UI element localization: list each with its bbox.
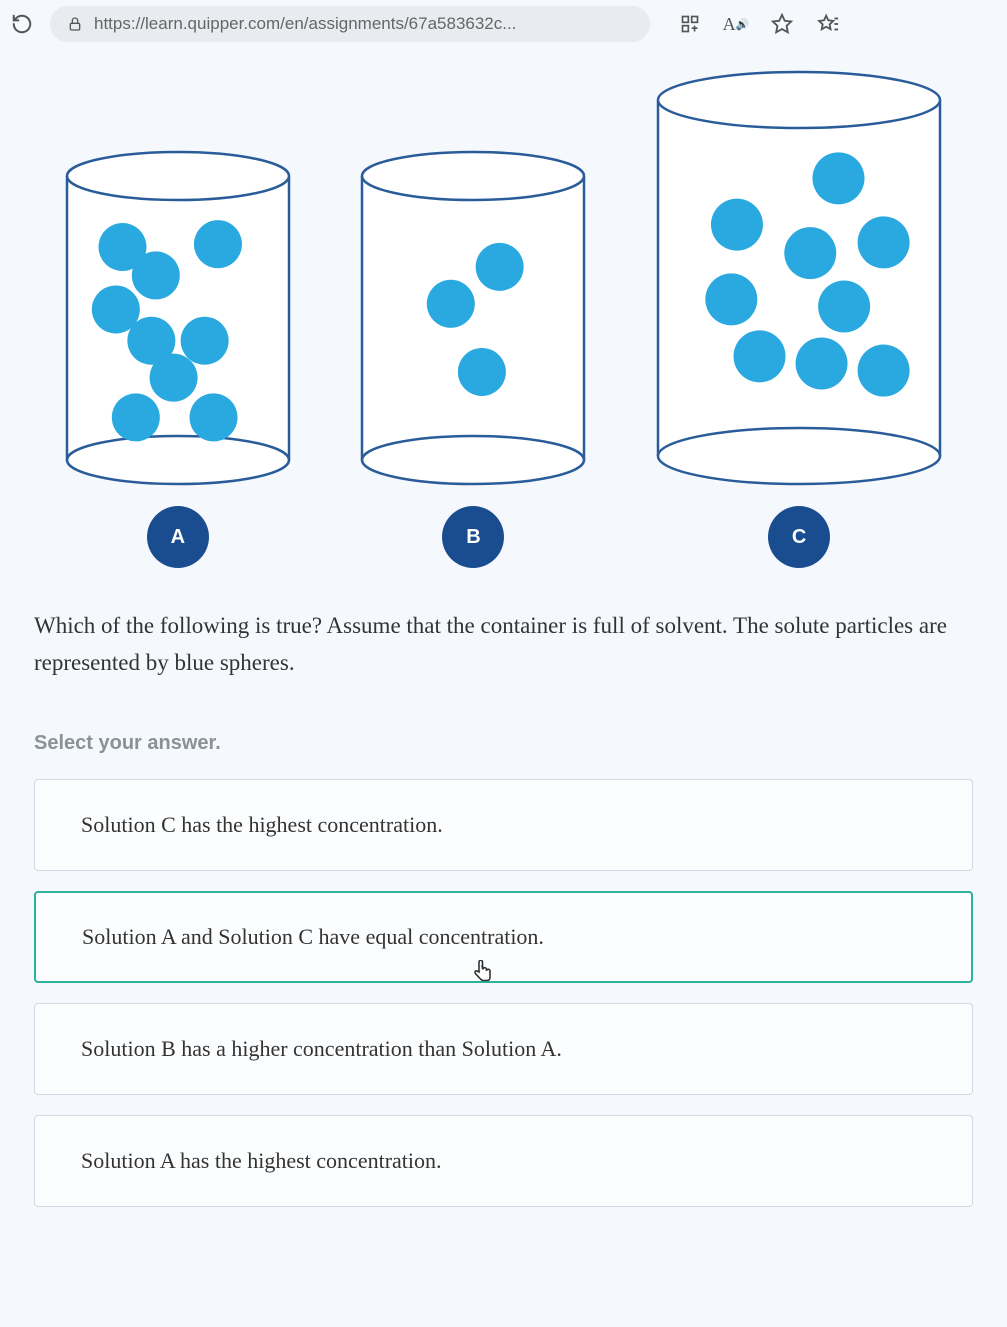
collections-icon[interactable] — [814, 10, 842, 38]
answer-option-text: Solution B has a higher concentration th… — [81, 1036, 562, 1062]
particle — [189, 393, 237, 441]
favorite-star-icon[interactable] — [768, 10, 796, 38]
page-content: A B C Which of the following is true? Assu… — [0, 48, 1007, 1207]
answers-list: Solution C has the highest concentration… — [30, 779, 977, 1207]
beaker-b — [358, 148, 588, 488]
beaker-c — [654, 68, 944, 488]
particle — [784, 227, 836, 279]
beaker-group-b: B — [358, 148, 588, 568]
particle — [458, 348, 506, 396]
particle — [813, 152, 865, 204]
answer-option-3[interactable]: Solution A has the highest concentration… — [34, 1115, 973, 1207]
apps-grid-icon[interactable] — [676, 10, 704, 38]
particle — [476, 243, 524, 291]
particle — [112, 393, 160, 441]
particle — [734, 330, 786, 382]
particle — [180, 317, 228, 365]
particle — [858, 345, 910, 397]
beakers-row: A B C — [30, 68, 977, 568]
particle — [711, 199, 763, 251]
particle — [858, 216, 910, 268]
beaker-group-a: A — [63, 148, 293, 568]
url-text: https://learn.quipper.com/en/assignments… — [94, 14, 634, 34]
beaker-label-c: C — [768, 506, 830, 568]
beaker-group-c: C — [654, 68, 944, 568]
answer-option-text: Solution A has the highest concentration… — [81, 1148, 442, 1174]
answer-option-1[interactable]: Solution A and Solution C have equal con… — [34, 891, 973, 983]
answer-option-text: Solution A and Solution C have equal con… — [82, 924, 544, 950]
answer-option-text: Solution C has the highest concentration… — [81, 812, 443, 838]
particle — [427, 280, 475, 328]
browser-toolbar: https://learn.quipper.com/en/assignments… — [0, 0, 1007, 48]
particle — [705, 273, 757, 325]
beaker-a — [63, 148, 293, 488]
url-bar[interactable]: https://learn.quipper.com/en/assignments… — [50, 6, 650, 42]
particle — [194, 220, 242, 268]
beaker-label-a: A — [147, 506, 209, 568]
answer-option-2[interactable]: Solution B has a higher concentration th… — [34, 1003, 973, 1095]
read-aloud-icon[interactable]: A🔊 — [722, 10, 750, 38]
particle — [796, 337, 848, 389]
particle — [132, 251, 180, 299]
beaker-label-b: B — [442, 506, 504, 568]
particle — [149, 354, 197, 402]
answer-option-0[interactable]: Solution C has the highest concentration… — [34, 779, 973, 871]
refresh-icon[interactable] — [8, 10, 36, 38]
pointer-cursor-icon — [470, 960, 494, 991]
particle — [818, 280, 870, 332]
select-answer-prompt: Select your answer. — [34, 732, 973, 755]
lock-icon — [66, 15, 84, 33]
question-text: Which of the following is true? Assume t… — [34, 608, 973, 682]
